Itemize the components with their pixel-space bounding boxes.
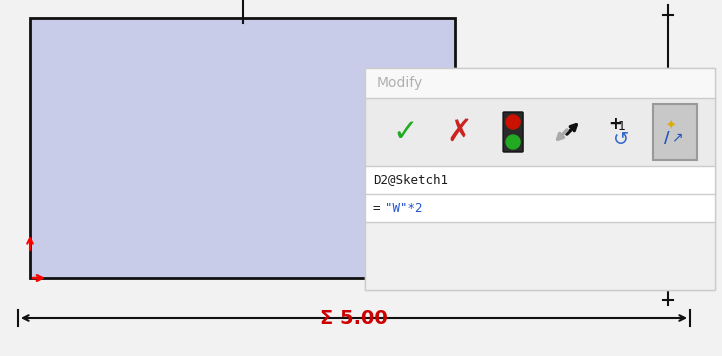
Bar [653,104,697,160]
Text: ↗: ↗ [671,130,682,144]
Bar [365,222,715,290]
FancyBboxPatch shape [503,112,523,152]
Bar [365,68,715,290]
Text: D2@Sketch1: D2@Sketch1 [373,173,448,187]
Circle shape [506,135,520,149]
Bar [365,194,715,222]
Text: ✓: ✓ [393,117,418,147]
Bar [365,166,715,194]
Text: Σ 5.00: Σ 5.00 [320,309,388,329]
Bar [365,98,715,166]
Text: Modify: Modify [377,76,423,90]
Text: ✦: ✦ [666,120,676,132]
Bar [365,68,715,98]
Bar [30,18,455,278]
Text: 1: 1 [618,120,626,132]
Text: +: + [608,115,622,133]
Text: ✗: ✗ [446,117,472,147]
Text: =: = [373,201,388,215]
Circle shape [506,115,520,129]
Text: /: / [664,131,669,146]
Text: ↺: ↺ [612,131,629,150]
Bar [365,68,715,290]
Text: "W"*2: "W"*2 [385,201,422,215]
